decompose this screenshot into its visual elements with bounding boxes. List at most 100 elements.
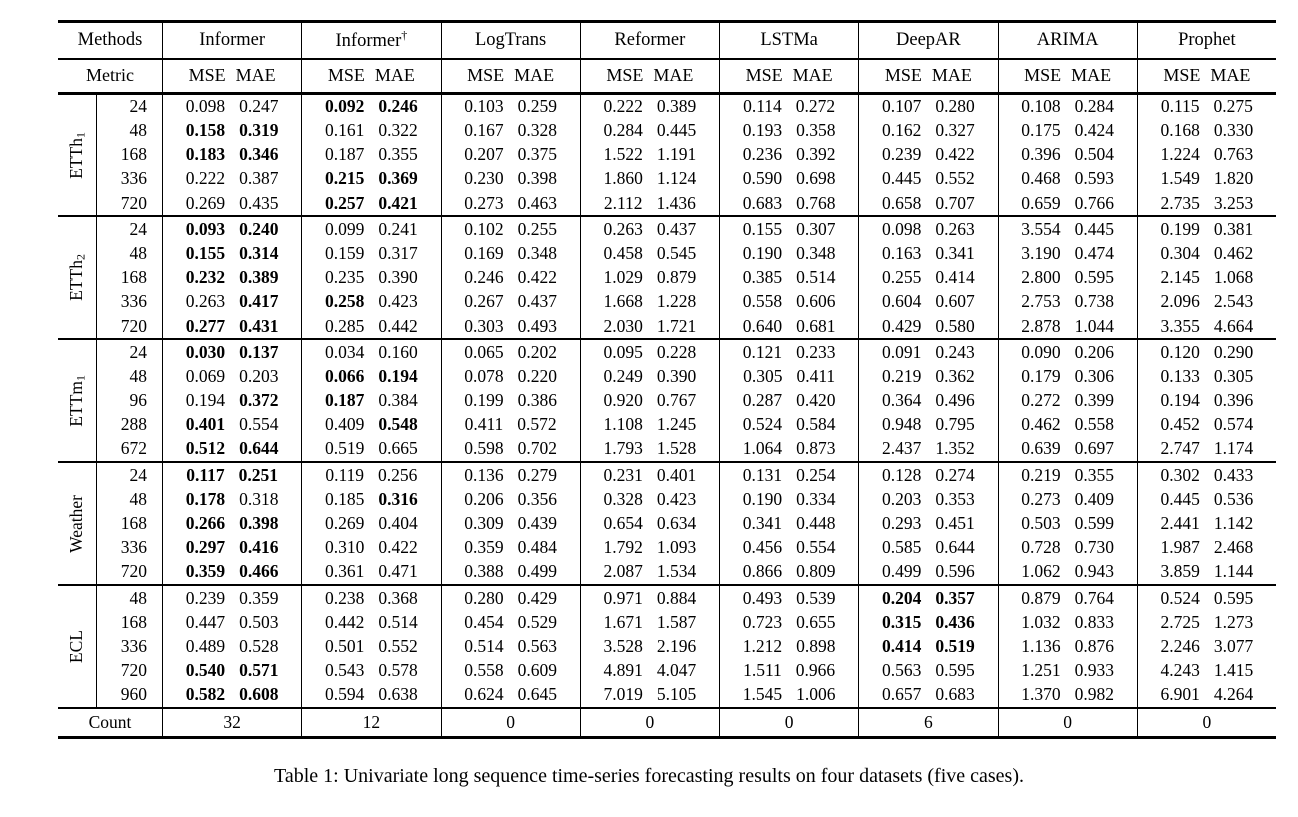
mse-value: 0.219 [1021,464,1061,485]
metric-pair-cell: 0.277 0.431 [162,314,301,339]
mse-value: 0.468 [1021,168,1061,189]
horizon-cell: 24 [96,217,162,242]
mse-value: 0.103 [464,95,504,116]
mse-value: 0.199 [464,390,504,411]
metric-pair-cell: 3.859 1.144 [1136,560,1276,585]
horizon-cell: 24 [96,463,162,488]
mse-value: 0.285 [325,315,365,336]
metric-pair-cell: 1.860 1.124 [579,167,719,192]
mae-value: 0.384 [378,390,418,411]
mae-value: 0.599 [1074,513,1114,534]
rotated-dataset-name: ETTh1 [65,132,88,179]
horizon-cell: 48 [96,487,162,512]
mae-value: 0.272 [795,95,836,116]
mse-value: 0.269 [185,192,226,213]
mse-value: 0.273 [1021,488,1061,509]
dataset-subscript: 2 [73,254,88,261]
mse-value: 0.361 [325,561,365,582]
metric-pair-cell: 2.753 0.738 [997,290,1137,315]
mae-value: 0.545 [656,242,697,263]
metric-pair-header: MSE MAE [997,59,1137,92]
mae-value: 0.316 [378,488,418,509]
mae-value: 0.317 [378,242,418,263]
mae-value: 0.307 [796,218,836,239]
mae-value: 0.314 [239,242,279,263]
metric-pair-cell: 0.199 0.381 [1136,217,1276,242]
mse-value: 1.545 [742,684,783,705]
metric-pair-cell: 0.232 0.389 [162,265,301,290]
mae-value: 0.334 [796,488,836,509]
metric-pair-cell: 0.458 0.545 [579,241,719,266]
mse-value: 1.029 [603,267,643,288]
mse-value: 0.263 [603,218,643,239]
mae-value: 0.539 [796,587,836,608]
mse-value: 2.087 [603,561,643,582]
mse-value: 0.558 [464,660,504,681]
metric-pair-header: MSE MAE [162,59,301,92]
metric-pair-cell: 0.287 0.420 [719,388,858,413]
metric-pair-cell: 0.364 0.496 [858,388,997,413]
metric-pair-cell: 0.090 0.206 [997,340,1137,365]
metric-pair-cell: 0.093 0.240 [162,217,301,242]
mse-value: 0.328 [603,488,643,509]
horizontal-rule [58,58,1276,60]
metric-pair-cell: 0.468 0.593 [997,167,1137,192]
mse-value: 0.178 [185,488,226,509]
mae-value: 0.389 [656,95,697,116]
count-value: 0 [579,709,719,737]
metric-pair-cell: 0.098 0.263 [858,217,997,242]
mae-value: 0.554 [239,414,279,435]
metric-pair-cell: 0.594 0.638 [301,683,440,708]
mse-value: 0.524 [1160,587,1200,608]
dataset-name: ETTh [65,137,86,179]
metric-pair-cell: 2.725 1.273 [1136,610,1276,635]
mse-value: 0.194 [185,390,226,411]
metric-pair-cell: 0.222 0.389 [579,94,719,119]
mae-value: 0.202 [517,341,557,362]
metric-pair-cell: 2.145 1.068 [1136,265,1276,290]
horizon-cell: 720 [96,314,162,339]
mae-value: 0.707 [935,192,975,213]
mae-value: 0.348 [517,242,557,263]
metric-pair-cell: 2.800 0.595 [997,265,1137,290]
metric-pair-cell: 0.514 0.563 [440,634,580,659]
mae-value: 0.411 [796,365,836,386]
mse-value: 0.411 [464,414,504,435]
metric-pair-cell: 0.273 0.409 [997,487,1137,512]
mse-value: 0.590 [742,168,783,189]
mae-value: 0.595 [1213,587,1254,608]
mse-value: 1.224 [1160,144,1200,165]
mse-value: 0.272 [1021,390,1061,411]
metric-pair-cell: 0.540 0.571 [162,658,301,683]
mse-value: 0.309 [464,513,504,534]
mse-value: 0.456 [742,537,783,558]
mae-value: 0.263 [935,218,975,239]
horizon-cell: 168 [96,610,162,635]
mse-value: 1.668 [603,291,643,312]
metric-pair-cell: 0.114 0.272 [719,94,858,119]
mae-header: MAE [792,65,833,85]
mse-value: 0.658 [882,192,922,213]
mae-value: 0.255 [517,218,557,239]
metric-pair-cell: 0.293 0.451 [858,511,997,536]
metric-pair-header: MSE MAE [301,59,440,92]
metric-pair-cell: 0.411 0.572 [440,412,580,438]
mse-value: 2.030 [603,315,643,336]
metric-pair-cell: 0.238 0.368 [301,586,440,611]
mae-value: 0.241 [378,218,418,239]
mae-value: 0.442 [378,315,418,336]
metric-pair-cell: 6.901 4.264 [1136,683,1276,708]
mae-value: 1.044 [1074,315,1114,336]
metric-pair-cell: 1.029 0.879 [579,265,719,290]
mae-value: 1.228 [656,291,697,312]
metric-pair-cell: 0.302 0.433 [1136,463,1276,488]
mae-value: 0.346 [239,144,279,165]
mae-value: 0.876 [1074,635,1114,656]
mse-value: 0.315 [882,611,922,632]
mse-value: 0.162 [882,120,922,141]
mae-value: 0.437 [517,291,557,312]
metric-pair-cell: 0.269 0.435 [162,191,301,216]
metric-pair-cell: 0.204 0.357 [858,586,997,611]
horizon-cell: 48 [96,241,162,266]
metric-pair-cell: 0.512 0.644 [162,437,301,462]
